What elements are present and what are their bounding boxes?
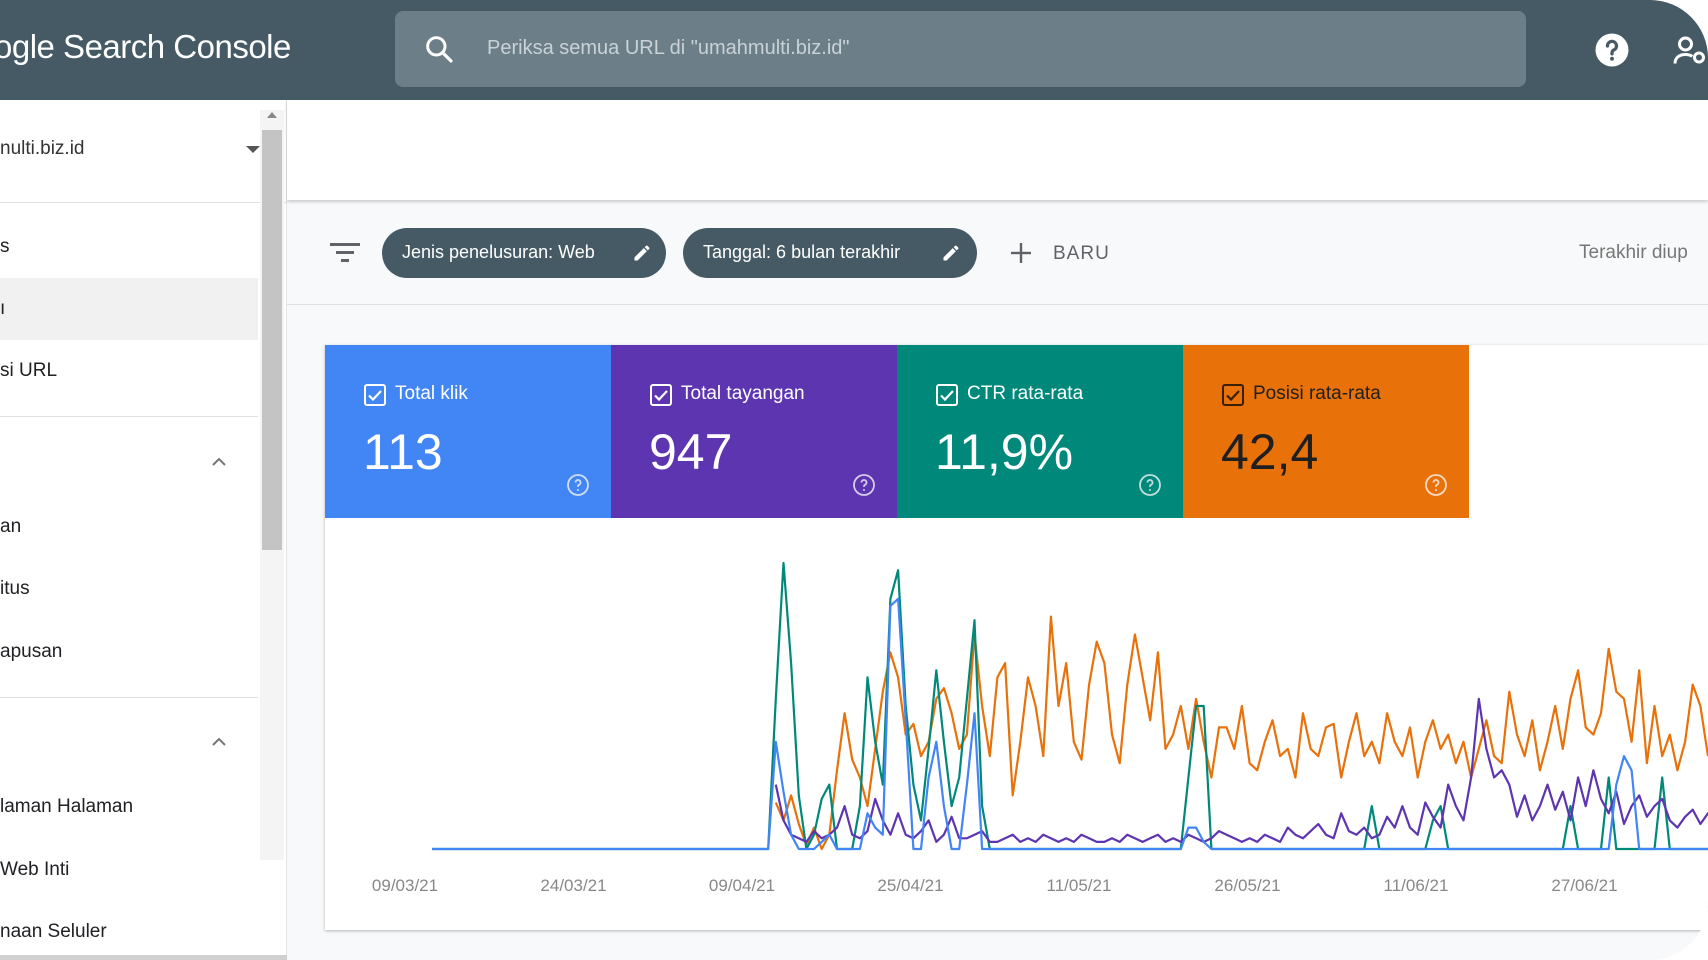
x-tick-label: 09/04/21 bbox=[709, 876, 775, 895]
property-label[interactable]: nulti.biz.id bbox=[0, 138, 85, 159]
filter-icon[interactable] bbox=[330, 242, 360, 264]
app-title[interactable]: ogle Search Console bbox=[0, 28, 291, 65]
checkbox-checked-icon[interactable] bbox=[363, 383, 387, 407]
chip-label[interactable]: Jenis penelusuran: Web bbox=[402, 242, 595, 262]
metric-value: 11,9% bbox=[935, 424, 1074, 480]
help-icon[interactable] bbox=[1594, 32, 1630, 68]
x-tick-label: 11/06/21 bbox=[1384, 876, 1449, 895]
metric-label[interactable]: Total klik bbox=[395, 383, 468, 404]
sidebar-item-page-experience[interactable]: laman Halaman bbox=[0, 776, 258, 838]
edit-pencil-icon[interactable] bbox=[632, 243, 652, 263]
metric-total-impressions[interactable]: Total tayangan 947 bbox=[611, 345, 897, 518]
metric-value: 113 bbox=[363, 424, 443, 480]
x-tick-label: 27/06/21 bbox=[1551, 876, 1617, 895]
metric-label[interactable]: Total tayangan bbox=[681, 383, 805, 404]
metric-average-position[interactable]: Posisi rata-rata 42,4 bbox=[1183, 345, 1469, 518]
search-type-filter-chip[interactable]: Jenis penelusuran: Web bbox=[382, 228, 666, 278]
performance-chart[interactable]: 09/03/21 24/03/21 09/04/21 25/04/21 11/05/21… bbox=[325, 518, 1708, 930]
top-app-bar: ogle Search Console Periksa semua URL di… bbox=[0, 0, 1708, 100]
metric-label[interactable]: CTR rata-rata bbox=[967, 383, 1084, 404]
sidebar-item-label[interactable]: ı bbox=[0, 298, 6, 319]
sidebar-item-label[interactable]: apusan bbox=[0, 641, 63, 662]
main-content: Jenis penelusuran: Web Tanggal: 6 bulan … bbox=[287, 100, 1708, 960]
x-tick-label: 09/03/21 bbox=[372, 876, 438, 895]
scroll-up-arrow-icon[interactable] bbox=[267, 112, 277, 118]
sidebar-nav: nulti.biz.id s ı si URL an itus apusan l… bbox=[0, 100, 287, 960]
sidebar-item-pages[interactable]: an bbox=[0, 496, 258, 558]
help-circle-icon[interactable] bbox=[1424, 473, 1448, 497]
sidebar-item-label[interactable]: itus bbox=[0, 578, 30, 599]
sidebar-item-label[interactable]: laman Halaman bbox=[0, 796, 134, 817]
sidebar-item-mobile-usability[interactable]: naan Seluler bbox=[0, 901, 258, 960]
chevron-up-icon[interactable] bbox=[211, 456, 227, 468]
last-updated-text: Terakhir diup bbox=[1579, 242, 1688, 263]
checkbox-checked-icon[interactable] bbox=[935, 383, 959, 407]
new-button-label[interactable]: BARU bbox=[1053, 243, 1110, 264]
plus-icon[interactable] bbox=[1009, 241, 1033, 265]
url-inspection-search[interactable]: Periksa semua URL di "umahmulti.biz.id" bbox=[395, 11, 1526, 87]
chevron-up-icon[interactable] bbox=[211, 736, 227, 748]
metric-average-ctr[interactable]: CTR rata-rata 11,9% bbox=[897, 345, 1183, 518]
sidebar-divider bbox=[0, 416, 258, 417]
x-tick-label: 11/05/21 bbox=[1047, 876, 1112, 895]
edit-pencil-icon[interactable] bbox=[941, 243, 961, 263]
horizontal-scrollbar[interactable] bbox=[0, 955, 560, 960]
sidebar-item-sitemaps[interactable]: itus bbox=[0, 558, 258, 620]
metric-label[interactable]: Posisi rata-rata bbox=[1253, 383, 1381, 404]
performance-card: Total klik 113 Total tayangan 947 CTR ra… bbox=[325, 345, 1708, 930]
search-placeholder[interactable]: Periksa semua URL di "umahmulti.biz.id" bbox=[487, 37, 850, 59]
x-tick-label: 25/04/21 bbox=[877, 876, 943, 895]
sidebar-scrollbar[interactable] bbox=[260, 110, 284, 860]
metric-value: 947 bbox=[649, 424, 733, 480]
series-line-2[interactable] bbox=[774, 697, 1708, 843]
sidebar-divider bbox=[0, 697, 258, 698]
help-circle-icon[interactable] bbox=[852, 473, 876, 497]
sidebar-item-label[interactable]: si URL bbox=[0, 360, 58, 381]
scrollbar-thumb[interactable] bbox=[262, 130, 282, 550]
sidebar-item-label[interactable]: naan Seluler bbox=[0, 921, 107, 942]
sidebar-item-url-inspection[interactable]: si URL bbox=[0, 340, 258, 402]
help-circle-icon[interactable] bbox=[1138, 473, 1162, 497]
date-filter-chip[interactable]: Tanggal: 6 bulan terakhir bbox=[683, 228, 977, 278]
metric-value: 42,4 bbox=[1221, 424, 1319, 480]
sidebar-item-label[interactable]: Web Inti bbox=[0, 859, 70, 880]
sidebar-item-performance[interactable]: ı bbox=[0, 278, 258, 340]
property-selector[interactable]: nulti.biz.id bbox=[0, 100, 286, 203]
sidebar-item-label[interactable]: an bbox=[0, 516, 22, 537]
sidebar-item-label[interactable]: s bbox=[0, 236, 10, 257]
series-line-3[interactable] bbox=[432, 597, 1708, 851]
metric-total-clicks[interactable]: Total klik 113 bbox=[325, 345, 611, 518]
manage-users-icon[interactable] bbox=[1672, 32, 1708, 68]
sidebar-item-overview[interactable]: s bbox=[0, 216, 258, 278]
chip-label[interactable]: Tanggal: 6 bulan terakhir bbox=[703, 242, 901, 262]
sidebar-item-core-web-vitals[interactable]: Web Inti bbox=[0, 839, 258, 901]
page-header bbox=[287, 100, 1708, 200]
add-new-filter-button[interactable]: BARU bbox=[1009, 230, 1129, 276]
sidebar-item-removals[interactable]: apusan bbox=[0, 621, 258, 683]
x-tick-label: 26/05/21 bbox=[1214, 876, 1280, 895]
dropdown-caret-icon[interactable] bbox=[246, 146, 260, 153]
toolbar-divider bbox=[287, 304, 1708, 305]
search-icon[interactable] bbox=[423, 33, 455, 65]
checkbox-checked-icon[interactable] bbox=[1221, 383, 1245, 407]
checkbox-checked-icon[interactable] bbox=[649, 383, 673, 407]
x-tick-label: 24/03/21 bbox=[540, 876, 606, 895]
help-circle-icon[interactable] bbox=[566, 473, 590, 497]
